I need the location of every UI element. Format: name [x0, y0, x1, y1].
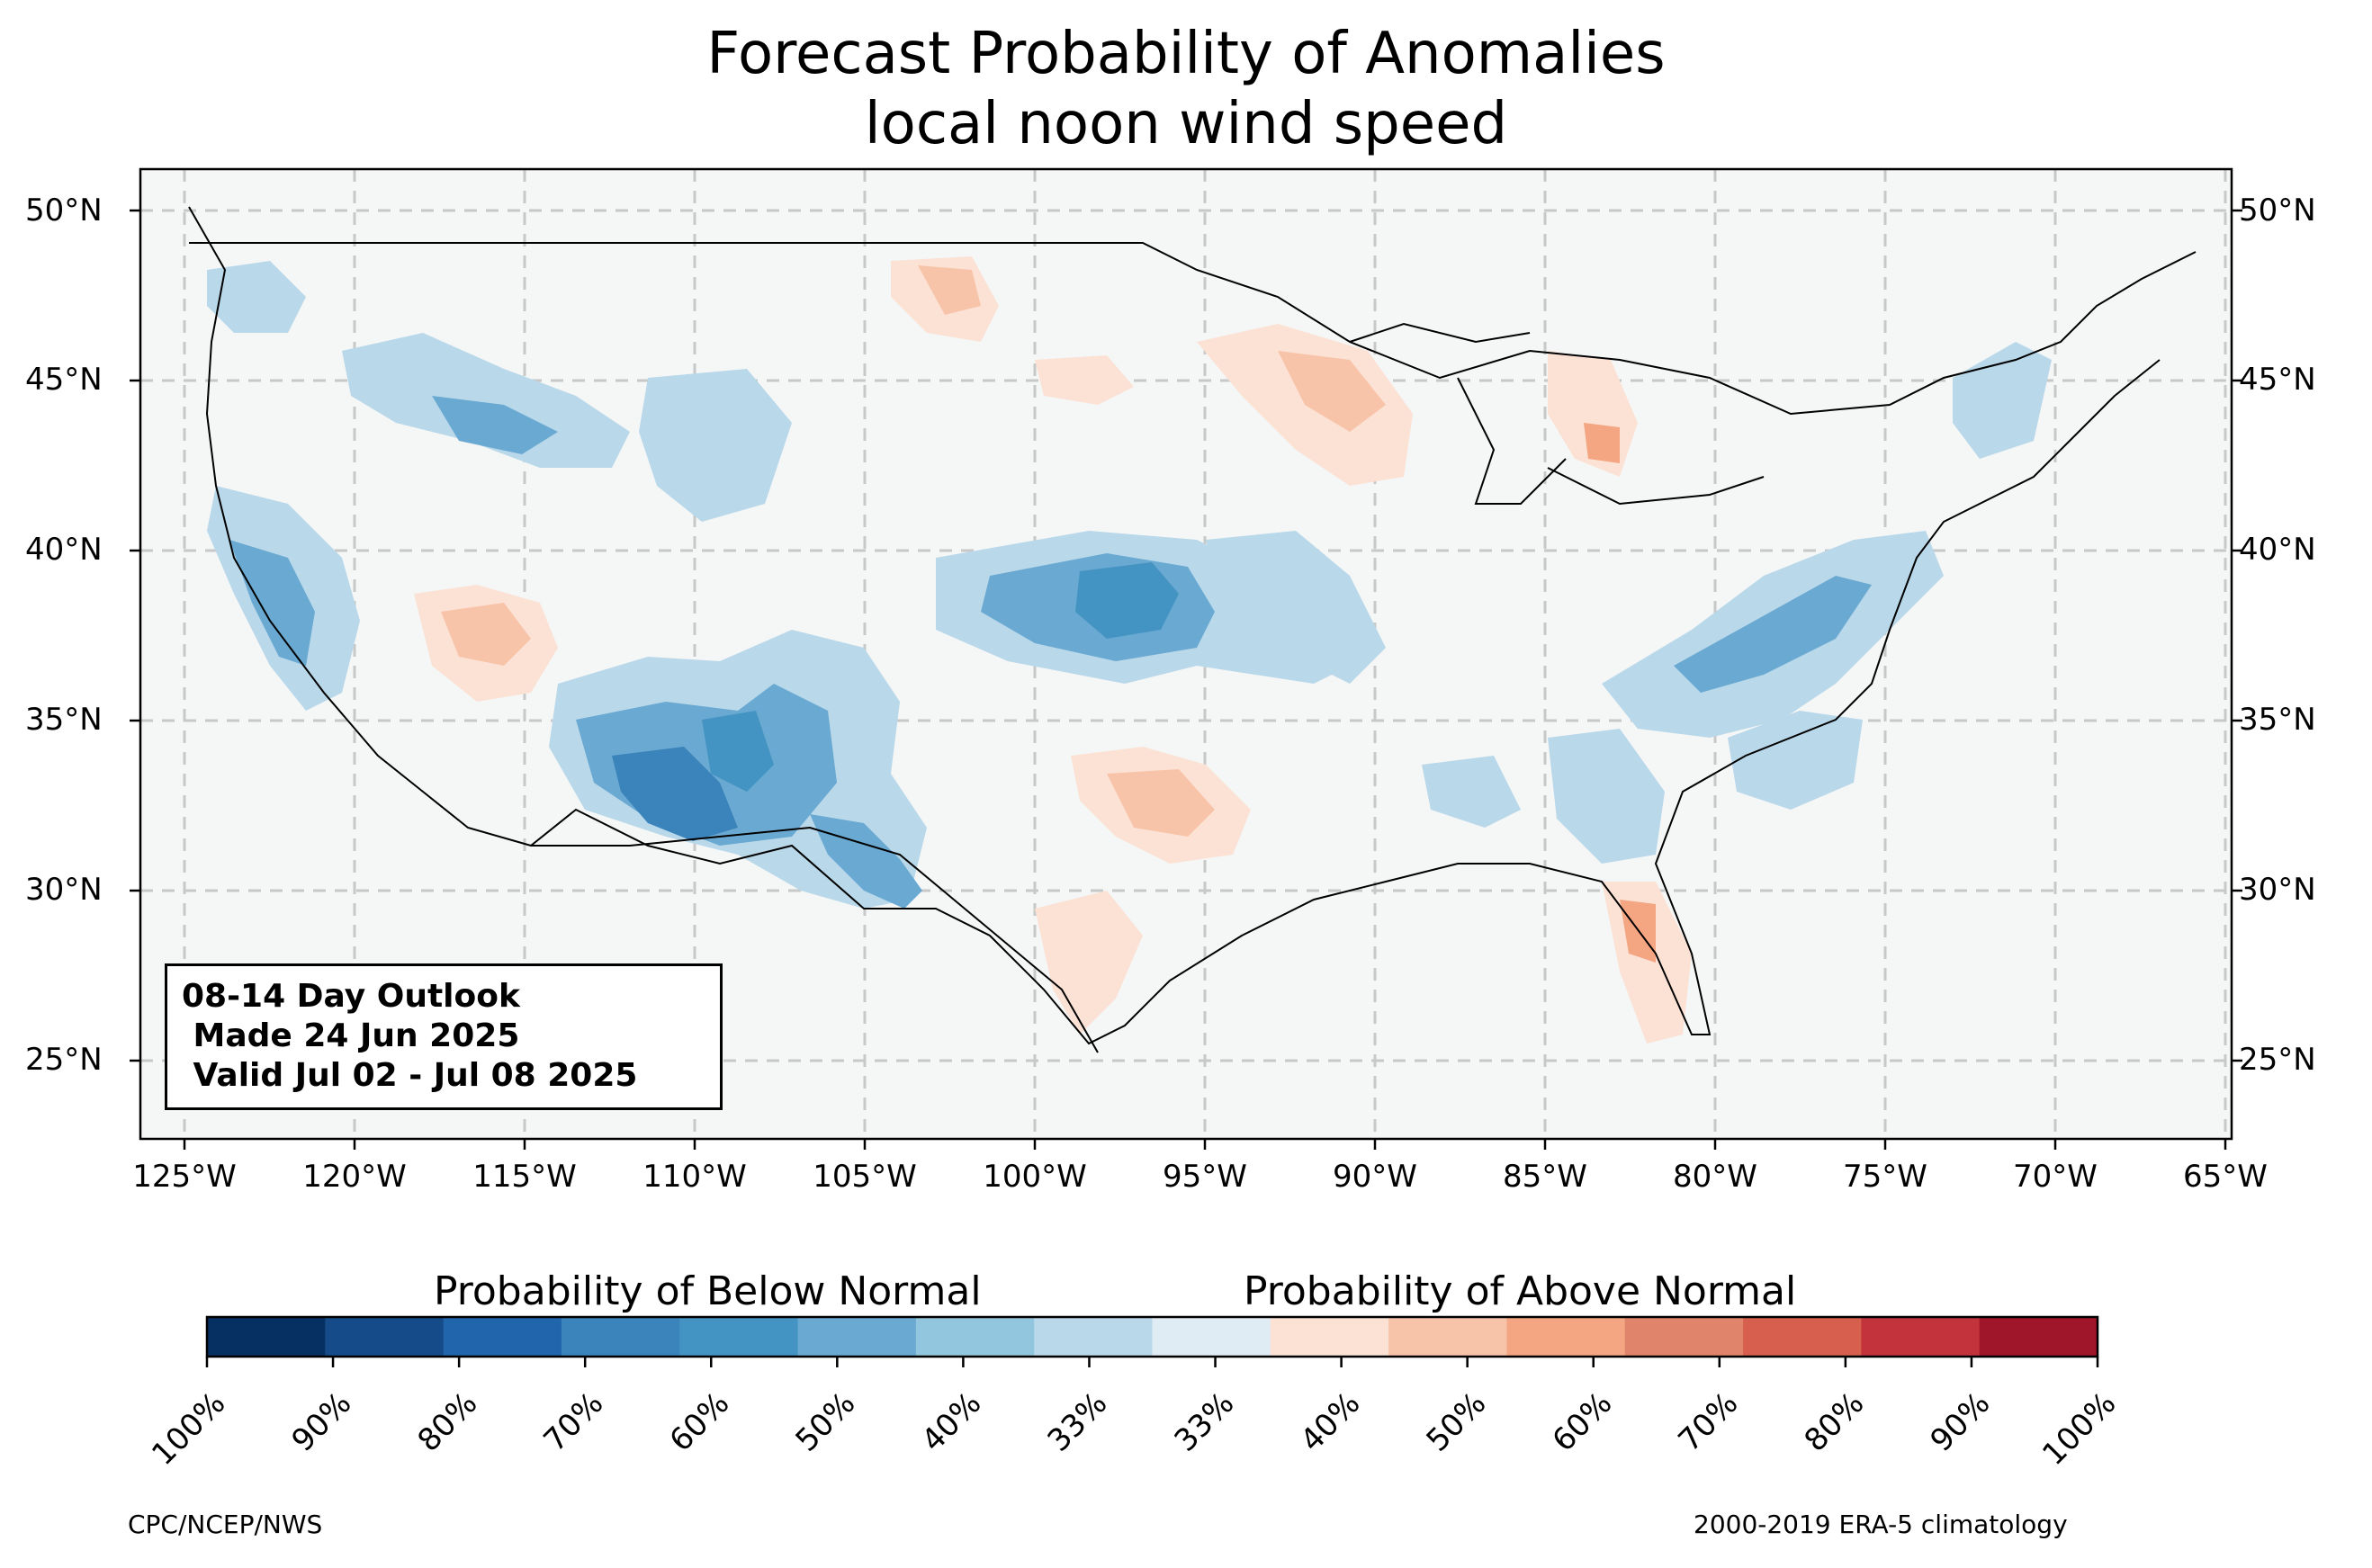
above-normal-area-oklahoma-core: [1107, 769, 1215, 837]
outlook-valid-dates: Valid Jul 02 - Jul 08 2025: [182, 1057, 638, 1094]
below-normal-area-washington: [207, 261, 306, 333]
below-normal-area-west-texas: [810, 814, 922, 909]
lon-label-80w: 80°W: [1673, 1159, 1757, 1195]
lon-label-125w: 125°W: [132, 1159, 237, 1195]
lat-label-25-left: 25°N: [25, 1042, 103, 1078]
below-normal-areas: [207, 261, 2052, 909]
lon-label-65w: 65°W: [2183, 1159, 2268, 1195]
map-subtitle: local noon wind speed: [864, 91, 1508, 157]
outlook-made-date: Made 24 Jun 2025: [182, 1017, 520, 1054]
lon-label-100w: 100°W: [983, 1159, 1087, 1195]
above-normal-area-nevada-core: [441, 603, 531, 666]
great-lakes-outline: [1349, 322, 1765, 506]
canada-border: [189, 242, 2197, 416]
outlook-period: 08-14 Day Outlook: [182, 978, 520, 1015]
lon-label-70w: 70°W: [2013, 1159, 2098, 1195]
lon-label-120w: 120°W: [302, 1159, 407, 1195]
below-normal-area-new-england: [1953, 342, 2052, 459]
below-normal-area-newmexico-core: [702, 711, 774, 792]
below-normal-area-idaho-core: [432, 396, 558, 454]
credit-source: CPC/NCEP/NWS: [128, 1510, 323, 1539]
lat-label-35-left: 35°N: [25, 702, 103, 738]
lat-label-50-right: 50°N: [2239, 193, 2316, 228]
lat-label-35-right: 35°N: [2239, 702, 2316, 738]
above-normal-legend-title: Probability of Above Normal: [1244, 1268, 1797, 1314]
below-normal-area-virginia: [1674, 576, 1872, 693]
below-normal-area-wyoming: [639, 369, 792, 522]
lat-label-45-left: 45°N: [25, 362, 103, 398]
above-normal-area-south-texas: [1035, 891, 1143, 1035]
below-normal-area-carolinas: [1728, 711, 1863, 810]
below-normal-legend-title: Probability of Below Normal: [434, 1268, 982, 1314]
above-normal-area-wisconsin-core: [1278, 351, 1386, 432]
lat-label-30-left: 30°N: [25, 872, 103, 908]
lat-label-45-right: 45°N: [2239, 362, 2316, 398]
lat-label-30-right: 30°N: [2239, 872, 2316, 908]
below-normal-area-georgia: [1548, 729, 1665, 864]
lat-label-50-left: 50°N: [25, 193, 103, 228]
axis-ticks: [130, 209, 2242, 1150]
outlook-info-box: 08-14 Day Outlook Made 24 Jun 2025 Valid…: [165, 963, 723, 1110]
lat-label-40-left: 40°N: [25, 532, 103, 568]
below-normal-area-kansas-peak: [1075, 562, 1179, 639]
below-normal-area-california-core: [229, 540, 315, 666]
map-title: Forecast Probability of Anomalies: [706, 21, 1666, 87]
below-normal-area-missouri: [1206, 531, 1386, 684]
above-normal-area-south-dakota: [1035, 355, 1134, 405]
mexico-border: [531, 826, 1099, 1053]
lat-label-40-right: 40°N: [2239, 532, 2316, 568]
us-coastline: [188, 206, 2161, 1045]
lon-label-110w: 110°W: [642, 1159, 747, 1195]
above-normal-area-michigan-core: [1584, 423, 1620, 463]
lat-label-25-right: 25°N: [2239, 1042, 2316, 1078]
lon-label-115w: 115°W: [472, 1159, 577, 1195]
map-frame: [139, 167, 2233, 1141]
border-lines: [188, 206, 2197, 1053]
below-normal-area-arizona-core: [612, 747, 738, 841]
lon-label-75w: 75°W: [1843, 1159, 1927, 1195]
lon-label-105w: 105°W: [813, 1159, 917, 1195]
above-normal-area-north-dakota-core: [918, 265, 981, 315]
credit-climatology: 2000-2019 ERA-5 climatology: [1694, 1510, 2068, 1539]
below-normal-area-alabama: [1422, 756, 1521, 828]
lon-label-95w: 95°W: [1163, 1159, 1247, 1195]
lon-label-85w: 85°W: [1503, 1159, 1587, 1195]
below-normal-area-idaho: [342, 333, 630, 468]
above-normal-areas: [414, 256, 1692, 1044]
lon-label-90w: 90°W: [1333, 1159, 1417, 1195]
